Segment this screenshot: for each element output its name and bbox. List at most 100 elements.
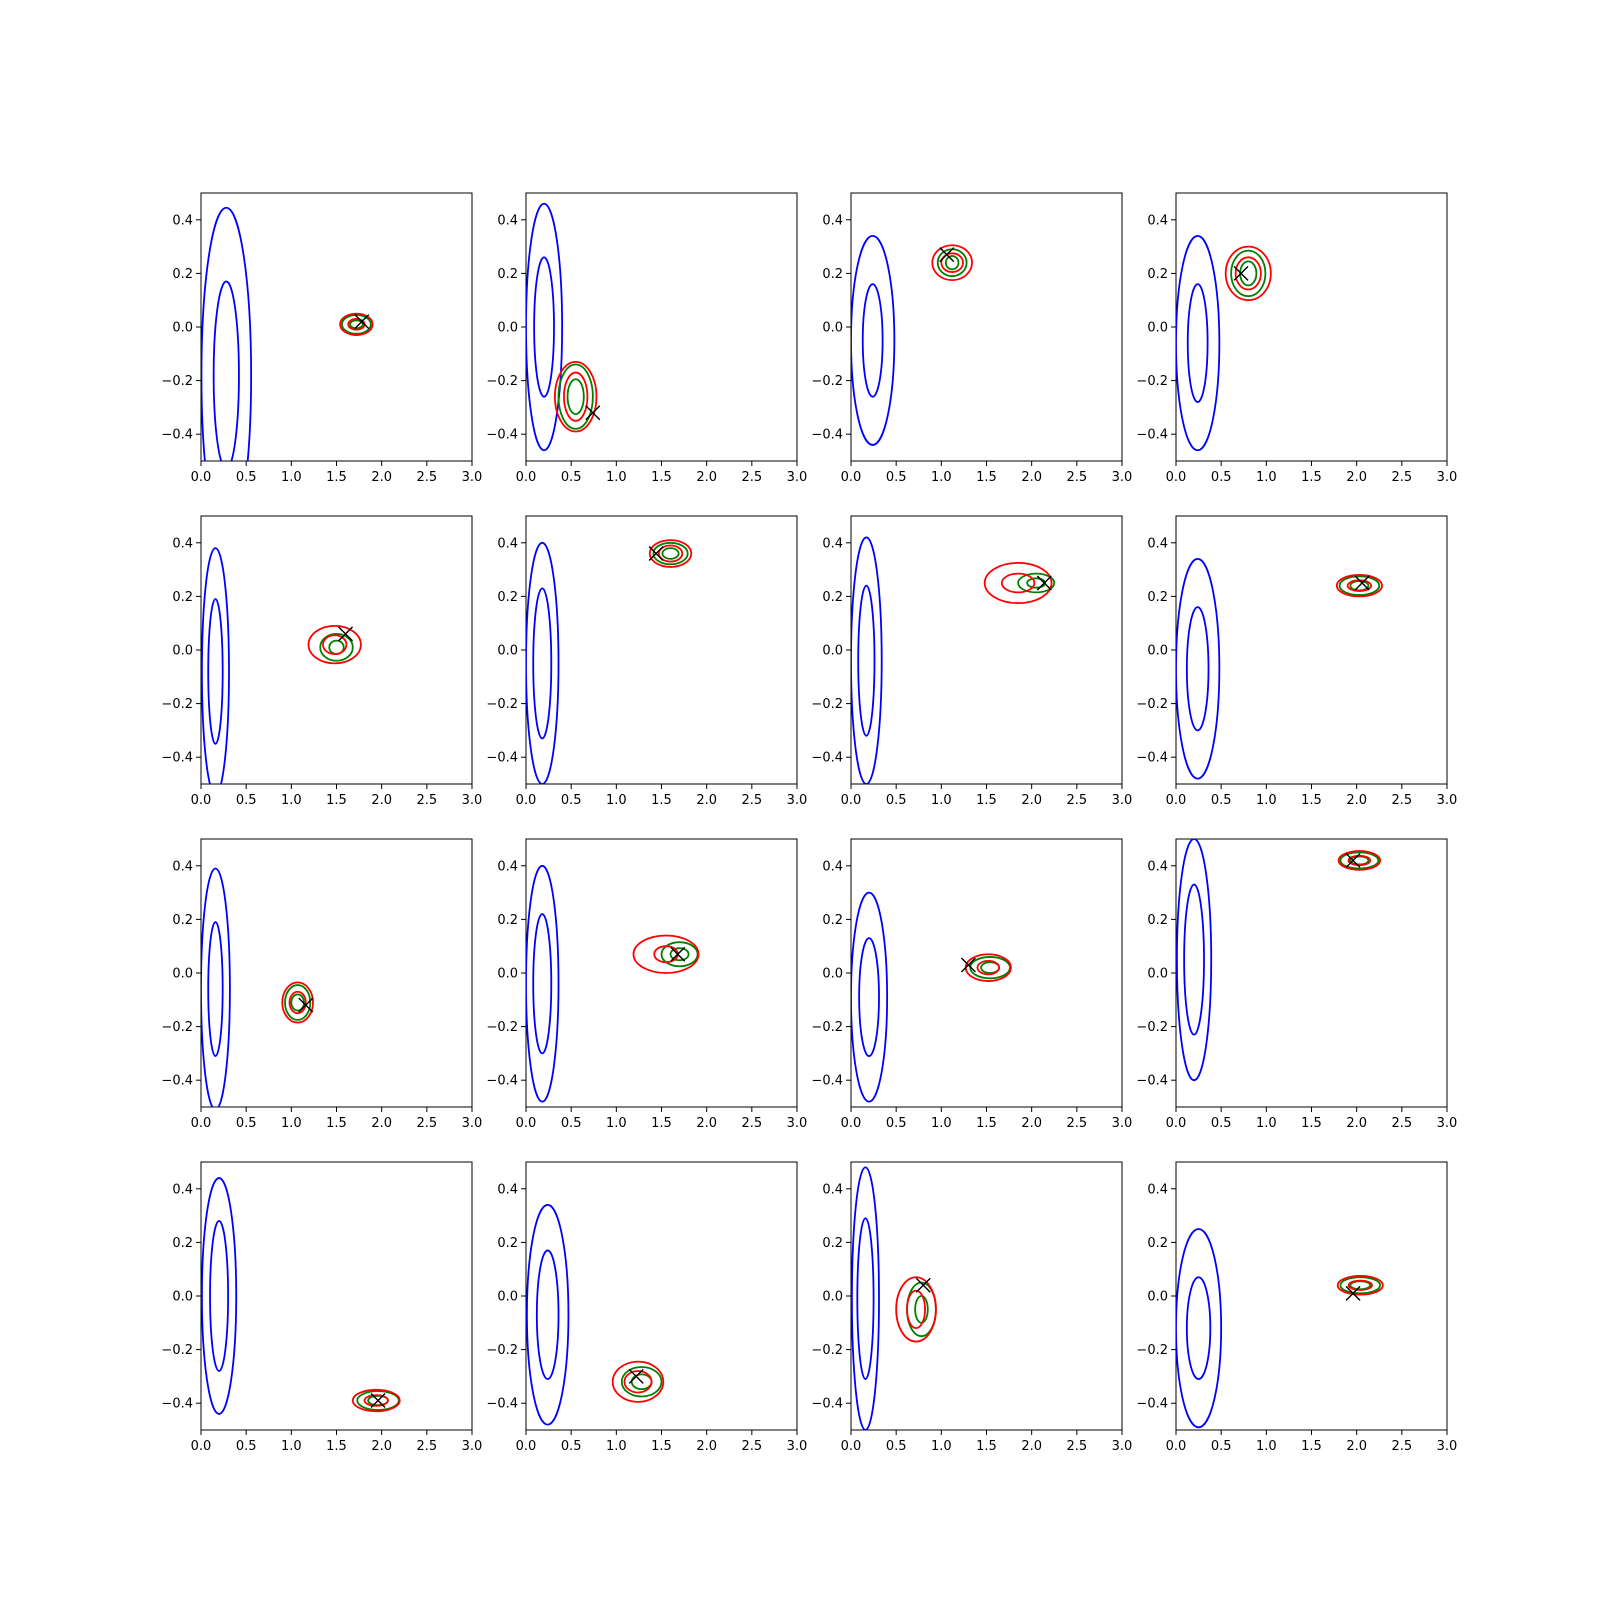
- x-tick-label: 0.0: [841, 470, 862, 485]
- blue-contour-inner: [1186, 283, 1209, 403]
- red-contour-inner: [623, 1370, 653, 1394]
- x-tick-label: 2.5: [416, 793, 437, 808]
- x-tick-label: 2.5: [1066, 1116, 1087, 1131]
- subplot-9: 0.0 0.5 1.0 1.5 2.0 2.5 3.0 −0.4 −0.2 0.0 0.2 0.4: [161, 838, 483, 1131]
- y-tick-label: 0.0: [822, 1290, 843, 1305]
- x-tick-label: 1.0: [1256, 470, 1277, 485]
- truth-marker: [648, 546, 664, 562]
- blue-contour-outer: [851, 1166, 880, 1430]
- x-tick-label: 3.0: [1112, 793, 1133, 808]
- y-tick-label: 0.2: [497, 590, 518, 605]
- y-tick-label: 0.0: [822, 967, 843, 982]
- red-contour-outer: [632, 934, 700, 974]
- x-tick-label: 1.5: [326, 793, 347, 808]
- y-tick-label: −0.2: [486, 697, 518, 712]
- x-tick-label: 2.0: [371, 1116, 392, 1131]
- y-tick-label: 0.0: [822, 321, 843, 336]
- x-tick-label: 0.0: [1166, 1116, 1187, 1131]
- y-tick-label: −0.2: [1136, 374, 1168, 389]
- truth-marker: [338, 626, 354, 642]
- x-tick-label: 2.0: [696, 1439, 717, 1454]
- green-contour-outer: [1339, 1276, 1382, 1295]
- blue-contour-inner: [858, 937, 880, 1057]
- x-tick-label: 0.0: [1166, 470, 1187, 485]
- truth-marker: [670, 946, 686, 962]
- x-tick-label: 3.0: [462, 470, 483, 485]
- blue-contour-inner: [1183, 883, 1205, 1036]
- x-tick-label: 1.0: [281, 1439, 302, 1454]
- x-tick-label: 0.5: [236, 1116, 257, 1131]
- x-tick-label: 3.0: [462, 1116, 483, 1131]
- y-tick-label: −0.4: [486, 1397, 518, 1412]
- y-tick-label: −0.4: [161, 1074, 193, 1089]
- x-tick-label: 3.0: [1437, 1439, 1458, 1454]
- y-tick-label: 0.2: [1147, 1236, 1168, 1251]
- x-tick-label: 2.0: [1021, 470, 1042, 485]
- blue-contour-inner: [207, 921, 224, 1057]
- x-tick-label: 0.0: [191, 1439, 212, 1454]
- y-tick-label: 0.0: [1147, 967, 1168, 982]
- x-tick-label: 1.5: [1301, 470, 1322, 485]
- y-tick-label: 0.4: [497, 859, 518, 874]
- x-tick-label: 2.5: [1391, 793, 1412, 808]
- y-tick-label: −0.4: [161, 428, 193, 443]
- x-tick-label: 0.5: [886, 793, 907, 808]
- y-tick-label: 0.0: [172, 967, 193, 982]
- red-contour-outer: [1335, 574, 1383, 598]
- y-tick-label: 0.2: [172, 267, 193, 282]
- y-tick-label: 0.2: [822, 913, 843, 928]
- axes-frame: [850, 1161, 1123, 1431]
- x-tick-label: 0.5: [886, 1116, 907, 1131]
- y-tick-label: −0.2: [161, 1020, 193, 1035]
- y-tick-label: −0.2: [811, 1020, 843, 1035]
- y-tick-label: −0.2: [811, 1343, 843, 1358]
- x-tick-label: 1.5: [651, 470, 672, 485]
- y-tick-label: 0.0: [497, 1290, 518, 1305]
- y-tick-label: −0.2: [811, 697, 843, 712]
- blue-contour-outer: [526, 1203, 570, 1426]
- subplot-10: 0.0 0.5 1.0 1.5 2.0 2.5 3.0 −0.4 −0.2 0.0 0.2 0.4: [486, 838, 807, 1131]
- y-tick-label: −0.4: [486, 428, 518, 443]
- subplot-12: 0.0 0.5 1.0 1.5 2.0 2.5 3.0 −0.4 −0.2 0.0 0.2 0.4: [1136, 838, 1457, 1131]
- y-tick-label: 0.4: [172, 536, 193, 551]
- blue-contour-outer: [201, 1177, 238, 1415]
- x-tick-label: 0.0: [841, 1439, 862, 1454]
- x-tick-label: 3.0: [1437, 470, 1458, 485]
- x-tick-label: 0.5: [1211, 1439, 1232, 1454]
- blue-contour-inner: [532, 913, 553, 1055]
- y-tick-label: 0.4: [1147, 536, 1168, 551]
- x-tick-label: 0.5: [561, 1439, 582, 1454]
- green-contour-outer: [1017, 572, 1056, 594]
- blue-contour-inner: [535, 1249, 560, 1380]
- x-tick-label: 0.5: [1211, 470, 1232, 485]
- y-tick-label: 0.4: [172, 1182, 193, 1197]
- x-tick-label: 3.0: [787, 1439, 808, 1454]
- green-contour-outer: [1338, 575, 1381, 596]
- blue-contour-inner: [861, 283, 884, 398]
- subplot-16: 0.0 0.5 1.0 1.5 2.0 2.5 3.0 −0.4 −0.2 0.0 0.2 0.4: [1136, 1161, 1458, 1454]
- x-tick-label: 2.5: [1066, 470, 1087, 485]
- red-contour-inner: [322, 634, 348, 655]
- blue-contour-inner: [856, 1217, 875, 1380]
- truth-marker: [915, 1277, 931, 1293]
- red-contour-inner: [940, 252, 964, 273]
- red-contour-inner: [1234, 256, 1262, 291]
- y-tick-label: 0.0: [1147, 1290, 1168, 1305]
- red-contour-outer: [931, 244, 973, 281]
- x-tick-label: 1.0: [931, 1439, 952, 1454]
- y-tick-label: 0.4: [1147, 1182, 1168, 1197]
- red-contour-outer: [895, 1276, 937, 1343]
- x-tick-label: 3.0: [462, 1439, 483, 1454]
- y-tick-label: −0.2: [161, 1343, 193, 1358]
- y-tick-label: −0.4: [1136, 1074, 1168, 1089]
- green-contour-outer: [660, 941, 699, 968]
- x-tick-label: 2.0: [1021, 1116, 1042, 1131]
- x-tick-label: 2.5: [741, 793, 762, 808]
- y-tick-label: 0.2: [822, 590, 843, 605]
- y-tick-label: −0.4: [811, 751, 843, 766]
- axes-frame: [525, 192, 798, 462]
- y-tick-label: 0.0: [172, 644, 193, 659]
- red-contour-outer: [1337, 850, 1382, 871]
- subplot-8: 0.0 0.5 1.0 1.5 2.0 2.5 3.0 −0.4 −0.2 0.0 0.2 0.4: [1136, 515, 1457, 808]
